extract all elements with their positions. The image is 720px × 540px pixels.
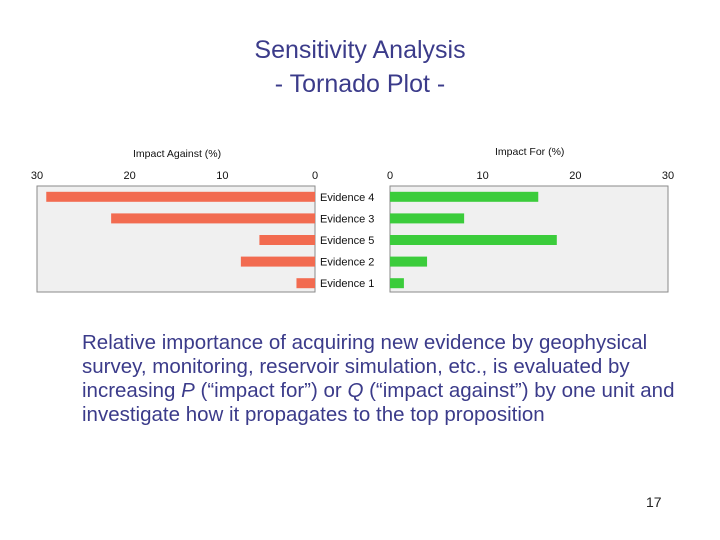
impact-against-bar [240, 256, 315, 267]
impact-for-bar [390, 213, 465, 224]
tornado-chart: Impact Against (%) Impact For (%) 0 0 10 10… [31, 146, 674, 293]
right-tick-label: 30 [662, 170, 674, 182]
category-label: Evidence 3 [320, 213, 374, 225]
impact-against-bar [296, 278, 315, 289]
left-tick-label: 20 [124, 170, 136, 182]
impact-for-bar [390, 235, 557, 245]
right-axis-label: Impact For (%) [495, 146, 564, 158]
slide-title-line2: - Tornado Plot - [274, 70, 446, 98]
description-part2: (“impact for”) or [194, 379, 348, 402]
category-label: Evidence 4 [320, 192, 374, 204]
var-q: Q [347, 379, 364, 402]
right-tick-label: 0 [387, 170, 393, 182]
description-text: Relative importance of acquiring new evi… [82, 331, 682, 427]
left-tick-label: 10 [216, 170, 228, 182]
slide-title-line1: Sensitivity Analysis [254, 36, 466, 64]
left-tick-label: 30 [31, 170, 43, 182]
left-tick-label: 0 [312, 170, 318, 182]
impact-for-bar [390, 191, 539, 202]
page-number: 17 [646, 494, 662, 510]
right-tick-label: 10 [477, 170, 489, 182]
description-part1: Relative importance of acquiring new evi… [82, 331, 648, 402]
impact-for-bar [390, 278, 404, 289]
var-p: P [181, 379, 195, 402]
left-axis-label: Impact Against (%) [133, 148, 221, 160]
impact-for-bar [390, 256, 428, 267]
impact-against-bar [111, 213, 315, 224]
category-label: Evidence 2 [320, 257, 374, 269]
category-label: Evidence 1 [320, 278, 374, 290]
description-part3: (“impact against”) by one unit and inves… [82, 379, 675, 426]
impact-against-bar [46, 191, 316, 202]
right-tick-label: 20 [569, 170, 581, 182]
category-label: Evidence 5 [320, 235, 374, 247]
impact-against-bar [259, 235, 315, 245]
